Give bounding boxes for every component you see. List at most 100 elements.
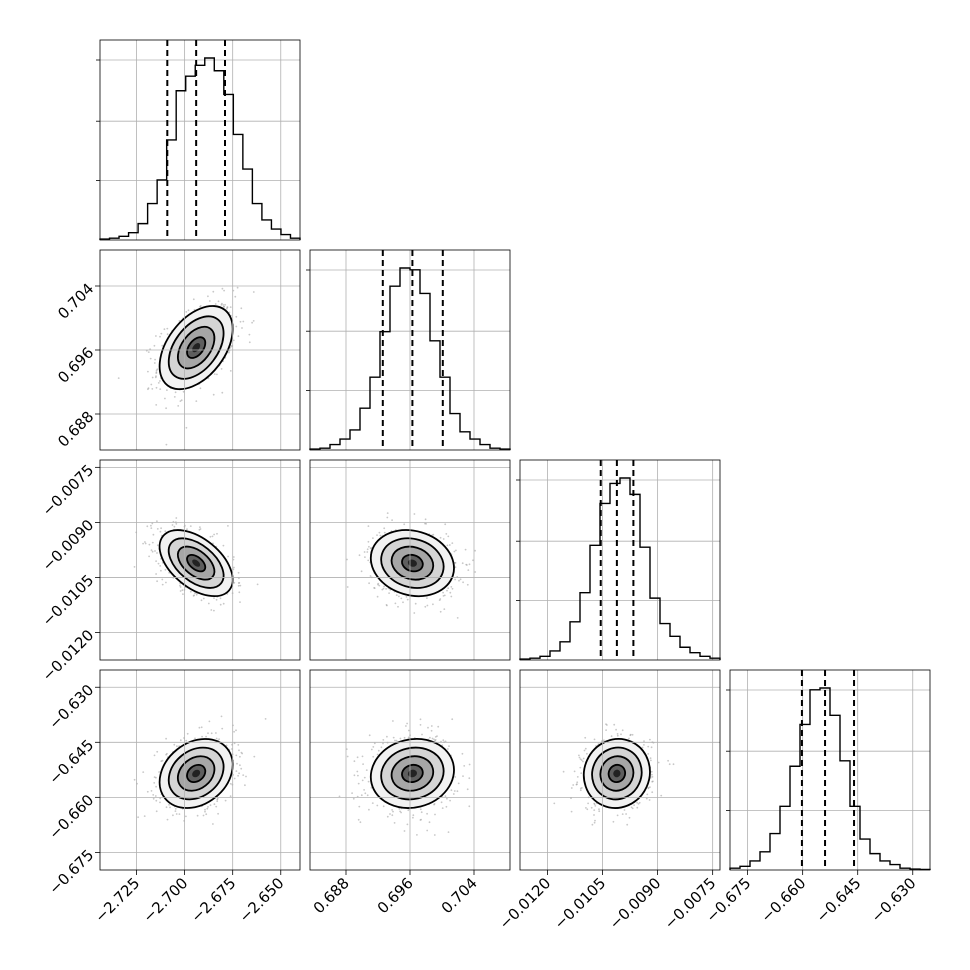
scatter-point: [196, 814, 199, 817]
scatter-point: [204, 808, 206, 811]
scatter-point: [185, 426, 188, 429]
scatter-point: [393, 822, 396, 824]
density-contour: [380, 746, 445, 801]
scatter-point: [143, 815, 146, 817]
scatter-point: [237, 744, 240, 746]
scatter-point: [229, 795, 232, 798]
scatter-point: [472, 559, 474, 562]
histogram-4: [729, 687, 931, 871]
scatter-point: [454, 578, 456, 581]
scatter-point: [150, 383, 153, 386]
tick-label-x: −2.700: [139, 874, 191, 926]
scatter-point: [376, 753, 379, 756]
tick-label-x: −0.0075: [661, 874, 720, 933]
scatter-point: [466, 788, 469, 791]
scatter-point: [235, 754, 238, 757]
scatter-point: [264, 718, 267, 720]
scatter-point: [156, 368, 159, 371]
scatter-point: [451, 587, 454, 590]
scatter-point: [161, 578, 164, 581]
scatter-point: [149, 348, 152, 350]
scatter-point: [242, 774, 245, 776]
scatter-point: [636, 801, 638, 804]
scatter-point: [405, 596, 408, 598]
scatter-point: [468, 763, 471, 766]
scatter-point: [442, 591, 444, 594]
scatter-point: [151, 522, 154, 525]
scatter-point: [579, 789, 582, 792]
scatter-point: [195, 593, 198, 596]
scatter-point: [424, 605, 427, 608]
scatter-point: [142, 771, 145, 773]
scatter-point: [657, 761, 660, 764]
scatter-point: [395, 739, 398, 742]
scatter-point: [580, 759, 583, 761]
scatter-point: [201, 735, 204, 738]
scatter-point: [591, 823, 594, 826]
scatter-point: [391, 519, 393, 521]
scatter-point: [235, 729, 237, 732]
scatter-point: [153, 782, 156, 784]
scatter-point: [217, 812, 220, 815]
scatter-point: [376, 804, 379, 807]
scatter-point: [156, 520, 158, 523]
scatter-point: [616, 733, 619, 735]
scatter-point: [137, 816, 140, 819]
scatter-point: [222, 544, 225, 547]
scatter-point: [398, 807, 401, 810]
scatter-panel-4-3: [519, 669, 721, 871]
scatter-point: [216, 800, 219, 803]
scatter-point: [593, 802, 596, 805]
scatter-point: [647, 787, 650, 790]
scatter-point: [237, 774, 240, 777]
scatter-point: [383, 527, 386, 530]
scatter-point: [150, 524, 152, 527]
scatter-point: [406, 722, 408, 725]
scatter-point: [356, 756, 359, 759]
scatter-point: [650, 746, 653, 749]
scatter-point: [166, 333, 169, 336]
tick-label-y: −0.645: [45, 736, 97, 788]
scatter-point: [155, 386, 158, 389]
scatter-point: [233, 581, 236, 584]
scatter-point: [406, 598, 409, 601]
scatter-point: [182, 390, 185, 393]
scatter-point: [229, 346, 232, 349]
scatter-point: [454, 566, 457, 569]
scatter-point: [153, 362, 156, 364]
scatter-panel-3-2: [309, 459, 511, 661]
tick-label-x: −0.630: [868, 874, 920, 926]
scatter-point: [444, 795, 447, 797]
scatter-point: [155, 799, 158, 802]
scatter-point: [227, 555, 230, 558]
density-contour: [158, 529, 234, 598]
scatter-point: [613, 723, 616, 726]
scatter-point: [610, 735, 613, 738]
scatter-point: [189, 525, 192, 527]
scatter-point: [151, 541, 154, 544]
scatter-point: [208, 720, 211, 723]
scatter-point: [447, 535, 450, 538]
scatter-point: [252, 291, 255, 293]
scatter-point: [222, 304, 225, 306]
scatter-point: [439, 610, 442, 613]
scatter-point: [399, 737, 402, 740]
scatter-point: [185, 739, 188, 742]
scatter-point: [194, 737, 196, 740]
scatter-point: [638, 801, 641, 804]
scatter-point: [426, 829, 429, 832]
density-contour: [176, 545, 216, 581]
scatter-point: [446, 544, 449, 547]
scatter-point: [394, 602, 397, 605]
scatter-point: [253, 755, 256, 758]
scatter-point: [391, 814, 394, 817]
scatter-point: [361, 755, 364, 758]
scatter-point: [447, 748, 449, 750]
scatter-point: [448, 544, 451, 546]
scatter-point: [363, 551, 366, 553]
scatter-point: [160, 332, 163, 335]
scatter-point: [235, 325, 238, 328]
scatter-point: [148, 555, 151, 558]
scatter-point: [459, 578, 462, 581]
scatter-point: [391, 809, 393, 811]
